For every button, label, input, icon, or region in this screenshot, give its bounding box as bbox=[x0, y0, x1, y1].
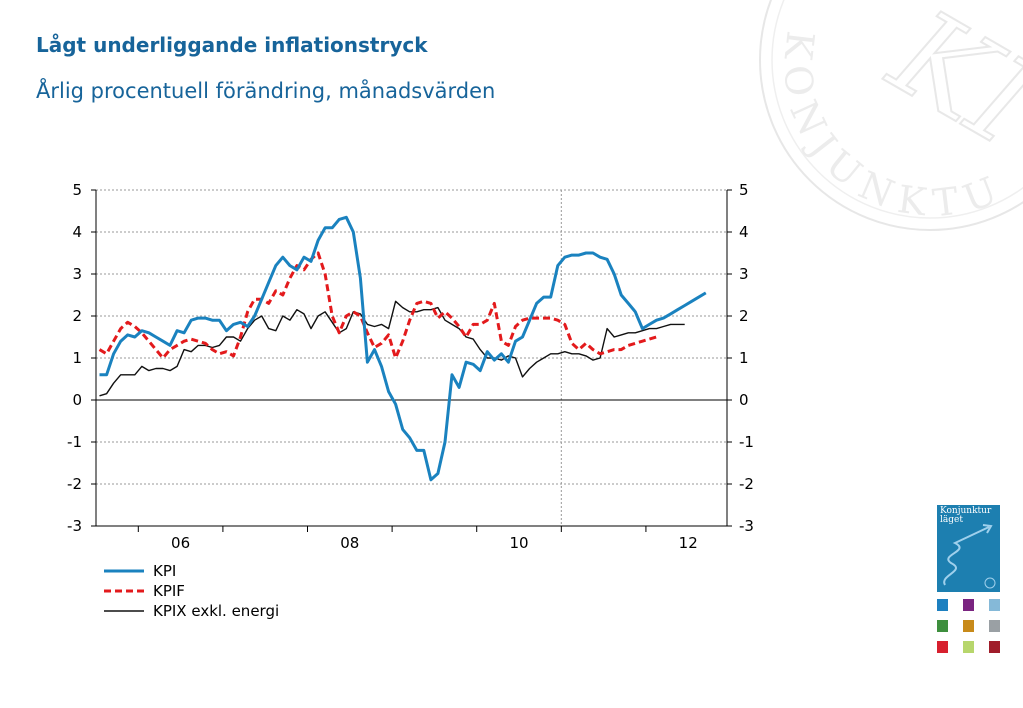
legend-label: KPIF bbox=[153, 582, 185, 600]
y-tick-label-right: -2 bbox=[739, 475, 754, 493]
x-tick-label: 10 bbox=[509, 534, 528, 552]
color-square bbox=[963, 620, 974, 632]
y-tick-label-right: -1 bbox=[739, 433, 754, 451]
color-square bbox=[989, 599, 1000, 611]
y-tick-label: 0 bbox=[72, 391, 82, 409]
color-square bbox=[937, 599, 948, 611]
y-tick-label-right: 4 bbox=[739, 223, 749, 241]
y-tick-label: 3 bbox=[72, 265, 82, 283]
report-title-line2: läget bbox=[940, 515, 963, 525]
y-tick-label: -1 bbox=[67, 433, 82, 451]
y-tick-label-right: 5 bbox=[739, 181, 749, 199]
report-title-line1: Konjunktur bbox=[940, 506, 992, 516]
y-tick-label: -2 bbox=[67, 475, 82, 493]
y-tick-label-right: 1 bbox=[739, 349, 749, 367]
institute-seal-watermark: KONJUNKTURINSTITUTET KI bbox=[742, 0, 1023, 231]
y-tick-label-right: 0 bbox=[739, 391, 749, 409]
color-square bbox=[989, 641, 1000, 653]
series-line-kpix-exkl-energi bbox=[99, 300, 685, 397]
legend-label: KPIX exkl. energi bbox=[153, 602, 279, 620]
color-square bbox=[937, 620, 948, 632]
color-square bbox=[963, 599, 974, 611]
series-line-kpif bbox=[98, 251, 657, 360]
x-tick-label: 08 bbox=[340, 534, 359, 552]
y-tick-label: 4 bbox=[72, 223, 82, 241]
page-subtitle: Årlig procentuell förändring, månadsvärd… bbox=[36, 79, 496, 103]
y-tick-label-right: -3 bbox=[739, 517, 754, 535]
series-line-kpi bbox=[99, 215, 707, 482]
color-square bbox=[937, 641, 948, 653]
y-tick-label-right: 3 bbox=[739, 265, 749, 283]
y-tick-label: 2 bbox=[72, 307, 82, 325]
legend-label: KPI bbox=[153, 562, 176, 580]
page-title: Lågt underliggande inflationstryck bbox=[36, 33, 428, 57]
color-square bbox=[963, 641, 974, 653]
x-tick-label: 12 bbox=[679, 534, 698, 552]
x-tick-label: 06 bbox=[171, 534, 190, 552]
report-cover-thumbnail: Konjunktur läget bbox=[937, 505, 1000, 592]
y-tick-label-right: 2 bbox=[739, 307, 749, 325]
y-tick-label: -3 bbox=[67, 517, 82, 535]
y-tick-label: 1 bbox=[72, 349, 82, 367]
y-tick-label: 5 bbox=[72, 181, 82, 199]
color-square bbox=[989, 620, 1000, 632]
